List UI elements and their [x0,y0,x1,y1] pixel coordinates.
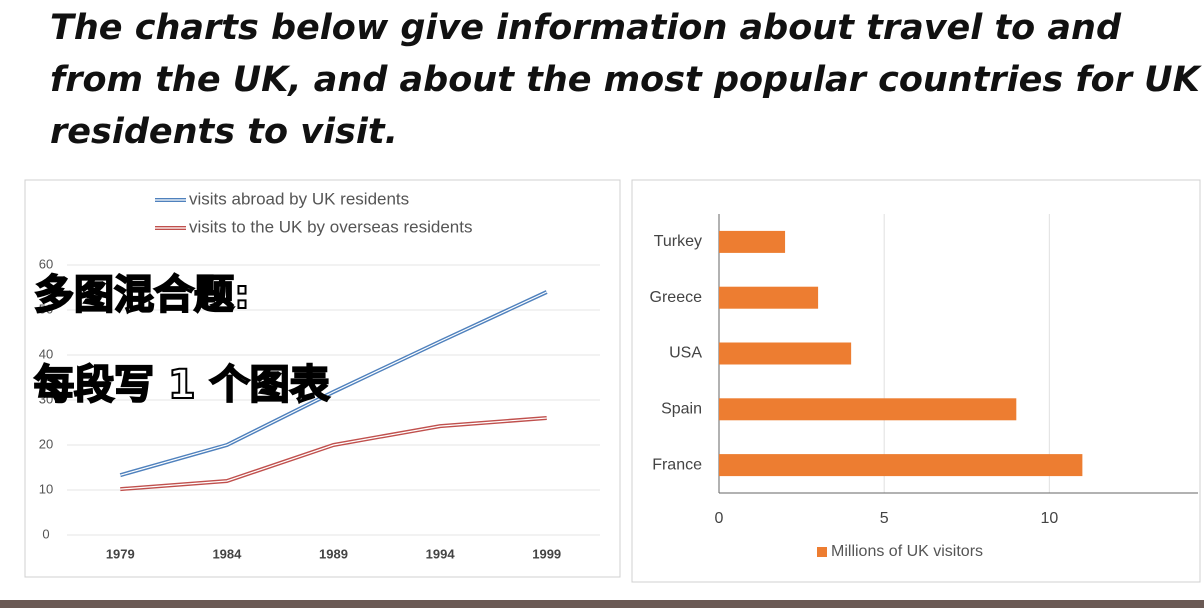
bar [719,230,786,253]
x-tick-label: 1999 [532,546,561,561]
y-tick-label: Turkey [654,233,702,250]
line-panel [24,179,621,578]
x-tick-label: 0 [715,510,724,527]
y-tick-label: France [652,456,702,473]
bar [719,398,1017,421]
y-tick-label: 30 [39,391,53,406]
y-tick-label: 50 [39,301,53,316]
video-strip [0,600,1204,608]
y-tick-label: Spain [661,401,702,418]
y-tick-label: 10 [39,481,53,496]
legend-label: Millions of UK visitors [831,543,983,560]
y-tick-label: Greece [650,289,703,306]
series-line-inner [120,417,547,490]
legend-label: visits to the UK by overseas residents [189,217,472,236]
bar [719,286,819,309]
x-tick-label: 1994 [426,546,456,561]
legend-label: visits abroad by UK residents [189,189,409,208]
y-tick-label: 40 [39,346,53,361]
y-tick-label: 0 [42,526,49,541]
bar [719,342,852,365]
x-tick-label: 5 [880,510,889,527]
y-tick-label: 20 [39,436,53,451]
y-tick-label: 60 [39,256,53,271]
bar [719,454,1083,477]
legend-swatch [817,547,827,557]
x-tick-label: 10 [1040,510,1058,527]
x-tick-label: 1979 [106,546,135,561]
x-tick-label: 1989 [319,546,348,561]
x-tick-label: 1984 [212,546,242,561]
heading: The charts below give information about … [50,8,1200,152]
overlay-text: 多图混合题: [33,271,251,319]
overlay-text: 每段写 1 个图表 [33,361,331,409]
series-line-inner [120,291,547,476]
y-tick-label: USA [669,345,702,362]
